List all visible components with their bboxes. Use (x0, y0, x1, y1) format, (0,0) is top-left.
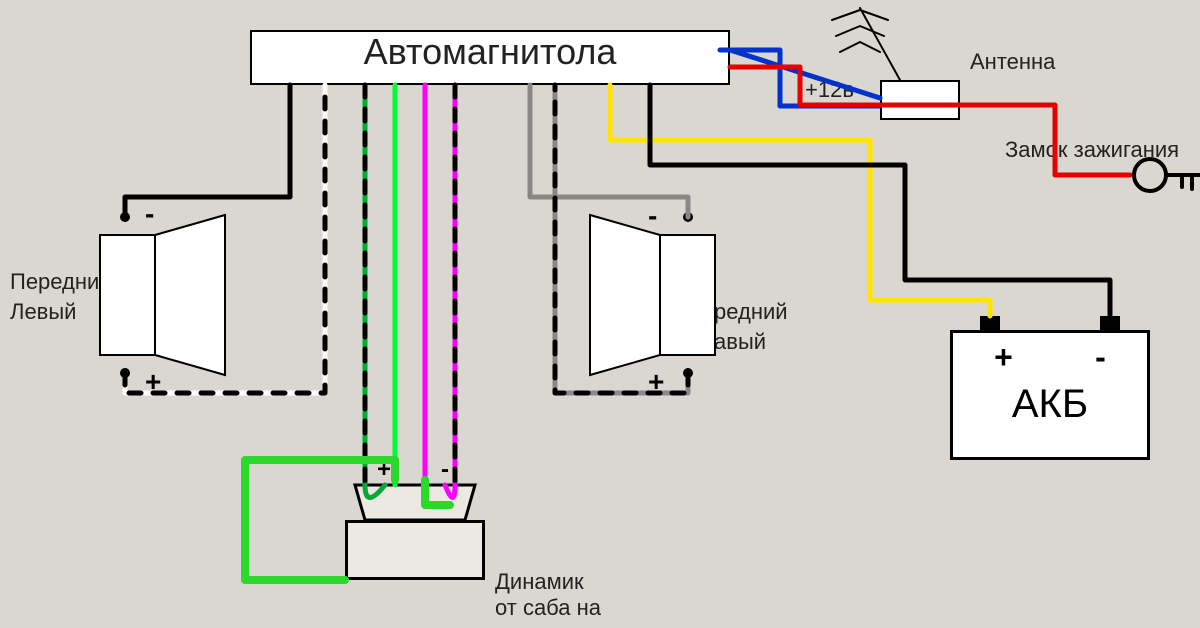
wiring-diagram: -+-++- (0, 0, 1200, 628)
svg-text:-: - (145, 198, 154, 229)
svg-text:-: - (648, 200, 657, 231)
svg-text:-: - (441, 456, 449, 483)
